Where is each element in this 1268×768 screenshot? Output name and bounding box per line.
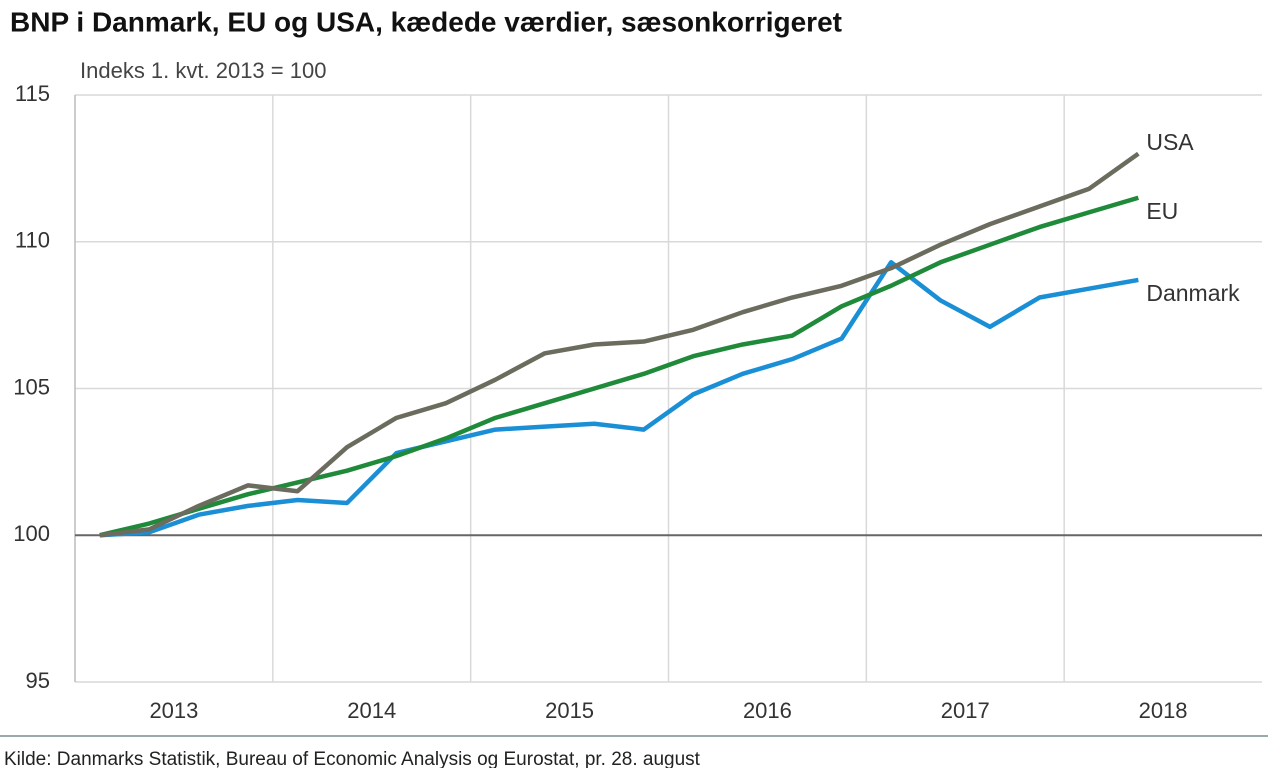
x-tick-label: 2017 [941, 698, 990, 723]
x-tick-label: 2018 [1139, 698, 1188, 723]
chart-subtitle: Indeks 1. kvt. 2013 = 100 [80, 58, 326, 83]
series-label: EU [1146, 198, 1178, 224]
series-label: USA [1146, 129, 1194, 155]
series-line [99, 151, 1140, 538]
series-label: Danmark [1146, 280, 1240, 306]
source-note: Kilde: Danmarks Statistik, Bureau of Eco… [4, 749, 701, 768]
x-tick-label: 2013 [149, 698, 198, 723]
chart-title: BNP i Danmark, EU og USA, kædede værdier… [10, 6, 842, 37]
x-tick-label: 2014 [347, 698, 396, 723]
x-tick-label: 2016 [743, 698, 792, 723]
y-tick-label: 95 [26, 668, 50, 693]
y-tick-label: 110 [15, 228, 50, 253]
y-tick-label: 105 [13, 374, 50, 399]
x-tick-label: 2015 [545, 698, 594, 723]
y-tick-label: 100 [13, 521, 50, 546]
y-tick-label: 115 [15, 81, 50, 106]
series-line [99, 260, 1139, 538]
